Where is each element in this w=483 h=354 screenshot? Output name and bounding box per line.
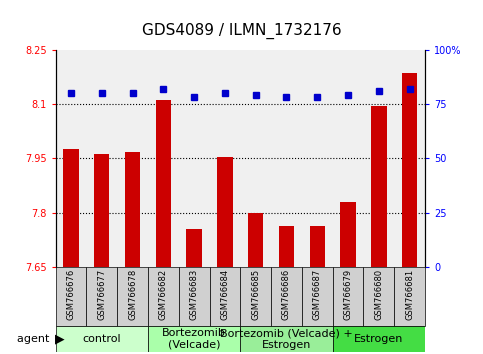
Text: GSM766679: GSM766679: [343, 269, 353, 320]
Bar: [248, 213, 263, 267]
Text: GSM766682: GSM766682: [159, 269, 168, 320]
Text: Bortezomib (Velcade) +
Estrogen: Bortezomib (Velcade) + Estrogen: [220, 328, 353, 350]
Bar: [148, 326, 241, 352]
Bar: [86, 267, 117, 326]
Text: GSM766685: GSM766685: [251, 269, 260, 320]
Bar: [217, 156, 233, 267]
Text: Estrogen: Estrogen: [354, 334, 403, 344]
Bar: [310, 225, 325, 267]
Text: GSM766684: GSM766684: [220, 269, 229, 320]
Text: control: control: [83, 334, 121, 344]
Text: GSM766681: GSM766681: [405, 269, 414, 320]
Text: GSM766678: GSM766678: [128, 269, 137, 320]
Bar: [333, 267, 364, 326]
Text: GSM766677: GSM766677: [97, 269, 106, 320]
Bar: [156, 100, 171, 267]
Text: GSM766676: GSM766676: [67, 269, 75, 320]
Bar: [333, 326, 425, 352]
Bar: [179, 267, 210, 326]
Bar: [186, 229, 202, 267]
Bar: [56, 326, 148, 352]
Bar: [364, 267, 394, 326]
Bar: [56, 267, 86, 326]
Text: GSM766680: GSM766680: [374, 269, 384, 320]
Text: GSM766686: GSM766686: [282, 269, 291, 320]
Bar: [302, 267, 333, 326]
Bar: [240, 326, 333, 352]
Text: Bortezomib
(Velcade): Bortezomib (Velcade): [162, 328, 226, 350]
Bar: [63, 149, 79, 267]
Bar: [125, 152, 140, 267]
Bar: [117, 267, 148, 326]
Bar: [240, 267, 271, 326]
Text: agent: agent: [17, 334, 53, 344]
Bar: [279, 225, 294, 267]
Bar: [341, 202, 356, 267]
Text: ▶: ▶: [55, 332, 65, 346]
Bar: [271, 267, 302, 326]
Bar: [402, 73, 417, 267]
Bar: [148, 267, 179, 326]
Bar: [94, 154, 110, 267]
Bar: [210, 267, 240, 326]
Text: GSM766687: GSM766687: [313, 269, 322, 320]
Bar: [394, 267, 425, 326]
Bar: [371, 106, 386, 267]
Text: GDS4089 / ILMN_1732176: GDS4089 / ILMN_1732176: [142, 23, 341, 39]
Text: GSM766683: GSM766683: [190, 269, 199, 320]
